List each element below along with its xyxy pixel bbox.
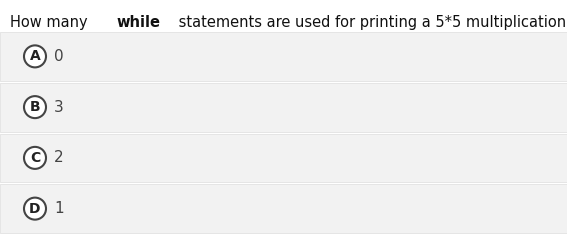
Text: while: while [117,15,161,30]
Text: 3: 3 [54,100,64,115]
Text: statements are used for printing a 5*5 multiplication table?: statements are used for printing a 5*5 m… [174,15,567,30]
Circle shape [24,45,46,67]
Circle shape [24,96,46,118]
Text: 2: 2 [54,150,64,165]
FancyBboxPatch shape [0,83,567,132]
FancyBboxPatch shape [0,32,567,81]
Circle shape [24,198,46,220]
Text: B: B [29,100,40,114]
Text: 1: 1 [54,201,64,216]
Text: 0: 0 [54,49,64,64]
Text: How many: How many [10,15,92,30]
Text: C: C [30,151,40,165]
Circle shape [24,147,46,169]
FancyBboxPatch shape [0,184,567,233]
FancyBboxPatch shape [0,133,567,182]
Text: D: D [29,202,41,216]
Text: A: A [29,49,40,63]
